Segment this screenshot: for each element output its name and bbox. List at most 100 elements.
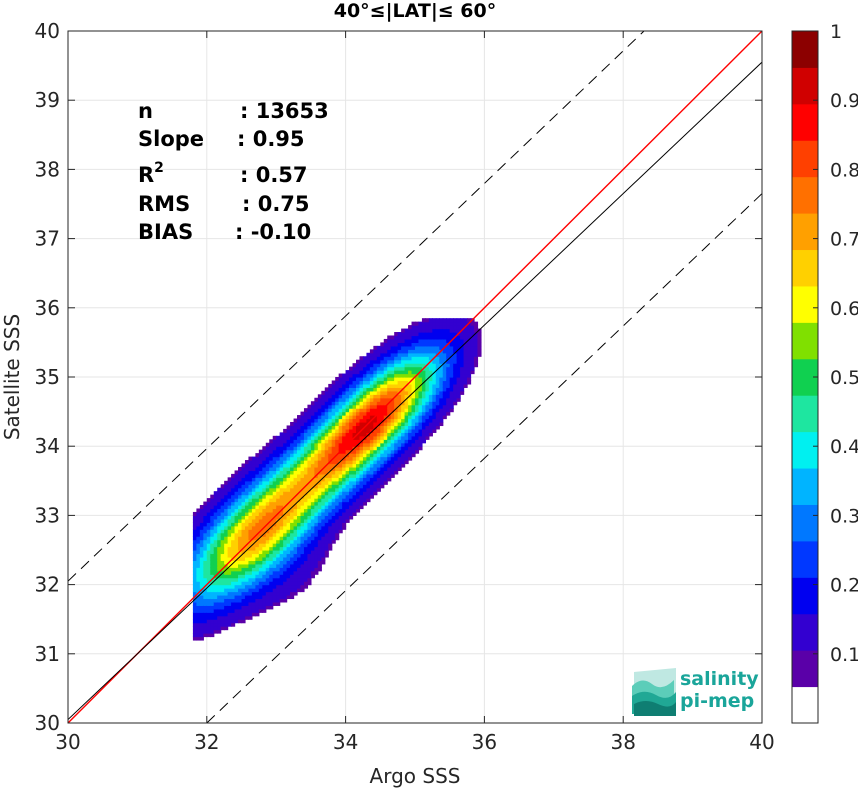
density-cell — [373, 404, 378, 409]
density-cell — [300, 563, 305, 568]
density-cell — [307, 477, 312, 482]
density-cell — [238, 570, 243, 575]
density-cell — [331, 435, 336, 440]
density-cell — [369, 404, 374, 409]
density-cell — [328, 404, 333, 409]
density-cell — [279, 518, 284, 523]
density-cell — [380, 377, 385, 382]
density-cell — [258, 515, 263, 520]
density-cell — [196, 574, 201, 579]
density-cell — [342, 511, 347, 516]
density-cell — [404, 352, 409, 357]
density-cell — [265, 470, 270, 475]
density-cell — [217, 518, 222, 523]
density-cell — [328, 522, 333, 527]
density-cell — [290, 588, 295, 593]
density-cell — [439, 332, 444, 337]
density-cell — [255, 560, 260, 565]
density-cell — [439, 342, 444, 347]
density-cell — [404, 377, 409, 382]
density-cell — [317, 408, 322, 413]
density-cell — [227, 622, 232, 627]
density-cell — [470, 328, 475, 333]
density-cell — [206, 546, 211, 551]
density-cell — [248, 584, 253, 589]
density-cell — [473, 335, 479, 340]
density-cell — [338, 518, 343, 523]
density-cell — [321, 508, 326, 513]
density-cell — [387, 466, 392, 472]
density-cell — [411, 453, 416, 458]
density-cell — [244, 591, 250, 596]
density-cell — [428, 377, 433, 382]
density-cell — [373, 349, 378, 354]
density-cell — [380, 342, 385, 347]
density-cell — [290, 460, 295, 465]
density-cell — [269, 515, 274, 520]
density-cell — [439, 383, 444, 388]
density-cell — [321, 480, 326, 485]
density-cell — [303, 515, 309, 520]
density-cell — [418, 345, 423, 350]
density-cell — [383, 442, 388, 447]
density-cell — [460, 363, 465, 368]
density-cell — [238, 560, 243, 565]
density-cell — [446, 370, 451, 375]
density-cell — [262, 594, 267, 600]
density-cell — [432, 425, 437, 430]
density-cell — [234, 615, 239, 620]
density-cell — [300, 577, 305, 582]
density-cell — [248, 536, 253, 541]
density-cell — [279, 594, 284, 600]
density-cell — [373, 421, 378, 427]
density-cell — [317, 421, 322, 427]
density-cell — [366, 401, 371, 406]
density-cell — [390, 363, 395, 368]
density-cell — [352, 411, 357, 416]
density-cell — [345, 439, 350, 444]
density-cell — [231, 487, 236, 492]
density-cell — [411, 356, 416, 361]
density-cell — [425, 342, 430, 347]
density-cell — [328, 525, 333, 530]
density-cell — [303, 550, 309, 555]
density-cell — [248, 553, 253, 558]
density-cell — [446, 335, 451, 340]
density-cell — [342, 387, 347, 392]
density-cell — [404, 446, 409, 451]
density-cell — [293, 421, 298, 427]
density-cell — [206, 550, 211, 555]
density-cell — [397, 418, 402, 423]
density-cell — [401, 338, 406, 343]
density-cell — [255, 501, 260, 506]
density-cell — [338, 473, 343, 478]
density-cell — [293, 584, 298, 589]
density-cell — [415, 428, 420, 433]
density-cell — [286, 449, 291, 454]
density-cell — [220, 626, 225, 631]
density-cell — [442, 359, 447, 364]
density-cell — [345, 487, 350, 492]
logo-line2: pi-mep — [680, 690, 754, 712]
density-cell — [401, 352, 406, 357]
density-cell — [335, 525, 340, 530]
density-cell — [310, 501, 315, 506]
density-cell — [432, 328, 437, 333]
density-cell — [366, 473, 371, 478]
density-cell — [449, 380, 454, 385]
density-cell — [366, 494, 371, 499]
stat-label-r-sup: 2 — [154, 160, 164, 176]
density-cell — [460, 377, 465, 382]
density-cell — [345, 383, 350, 388]
density-cell — [432, 404, 437, 409]
density-cell — [338, 394, 343, 399]
density-cell — [283, 501, 288, 506]
density-cell — [428, 318, 433, 323]
density-cell — [234, 591, 239, 596]
density-cell — [408, 446, 413, 451]
density-cell — [279, 570, 284, 575]
density-cell — [307, 473, 312, 478]
density-cell — [286, 439, 291, 444]
density-cell — [404, 425, 409, 430]
density-cell — [227, 508, 232, 513]
